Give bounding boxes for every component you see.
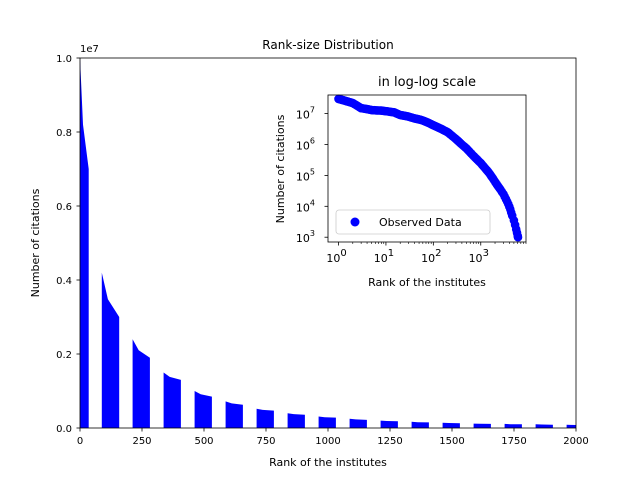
inset-points	[334, 94, 523, 242]
main-axes-frame	[79, 57, 577, 429]
main-y-tick-label: 0.6	[56, 202, 72, 213]
main-bars	[80, 58, 576, 428]
inset-chart: in log-log scale 100 101 102 103 1031041051…	[274, 75, 527, 289]
main-y-ticks: 0.0 0.2 0.4 0.6 0.8 1.0	[56, 54, 80, 435]
bar-group-10	[380, 420, 398, 428]
inset-legend-label: Observed Data	[379, 216, 462, 229]
main-y-label: Number of citations	[29, 188, 42, 297]
inset-title: in log-log scale	[378, 75, 476, 90]
bar-group-3	[163, 372, 181, 428]
bar-group-5	[225, 401, 243, 428]
bar-group-1	[101, 272, 120, 428]
bar-group-13	[473, 423, 491, 428]
inset-y-tick-label: 106	[296, 137, 315, 153]
main-x-tick-label: 2000	[563, 436, 588, 447]
inset-point	[513, 232, 523, 242]
main-x-tick-label: 0	[77, 436, 83, 447]
bar-group-16	[566, 424, 576, 428]
inset-y-tick-label: 105	[296, 167, 315, 183]
bar-group-7	[287, 413, 305, 428]
main-y-tick-label: 0.2	[56, 350, 72, 361]
inset-y-tick-label: 103	[296, 229, 315, 245]
main-x-tick-label: 500	[194, 436, 213, 447]
inset-x-tick-label: 101	[374, 248, 394, 265]
inset-x-tick-label: 102	[421, 248, 441, 265]
main-y-tick-label: 1.0	[56, 54, 72, 65]
bar-group-0	[80, 58, 89, 428]
bar-group-11	[411, 421, 429, 428]
main-x-tick-label: 1750	[501, 436, 526, 447]
inset-axes-frame	[327, 94, 527, 243]
bar-group-12	[442, 422, 460, 428]
main-x-tick-label: 1500	[439, 436, 464, 447]
main-x-label: Rank of the institutes	[269, 456, 387, 469]
bar-group-8	[318, 416, 336, 428]
inset-x-ticks: 100 101 102 103	[326, 242, 527, 265]
inset-x-label: Rank of the institutes	[368, 276, 486, 289]
inset-legend-marker	[350, 217, 360, 227]
bar-group-9	[349, 418, 367, 428]
inset-legend: Observed Data	[335, 209, 491, 235]
inset-y-tick-label: 107	[296, 106, 315, 122]
bar-group-6	[256, 408, 274, 428]
main-x-tick-label: 1250	[377, 436, 402, 447]
main-chart: Rank-size Distribution 1e7 0 250 500 750 100…	[29, 38, 589, 469]
bar-group-14	[504, 423, 522, 428]
bar-group-15	[535, 424, 553, 428]
main-y-tick-label: 0.0	[56, 424, 72, 435]
inset-y-label: Number of citations	[274, 114, 287, 223]
main-y-scale-label: 1e7	[80, 44, 99, 55]
main-x-ticks: 0 250 500 750 1000 1250 1500 1750 2000	[77, 428, 589, 447]
main-x-tick-label: 1000	[315, 436, 340, 447]
main-title: Rank-size Distribution	[262, 38, 393, 52]
main-y-tick-label: 0.8	[56, 128, 72, 139]
inset-y-ticks: 103 104 105 106 107	[296, 106, 328, 245]
bar-group-2	[132, 339, 150, 428]
main-y-tick-label: 0.4	[56, 276, 72, 287]
inset-legend-box	[335, 209, 491, 235]
bar-group-4	[194, 391, 212, 428]
inset-y-tick-label: 104	[296, 198, 315, 214]
inset-x-tick-label: 100	[326, 248, 346, 265]
main-x-tick-label: 750	[256, 436, 275, 447]
main-x-tick-label: 250	[132, 436, 151, 447]
inset-x-tick-label: 103	[469, 248, 489, 265]
